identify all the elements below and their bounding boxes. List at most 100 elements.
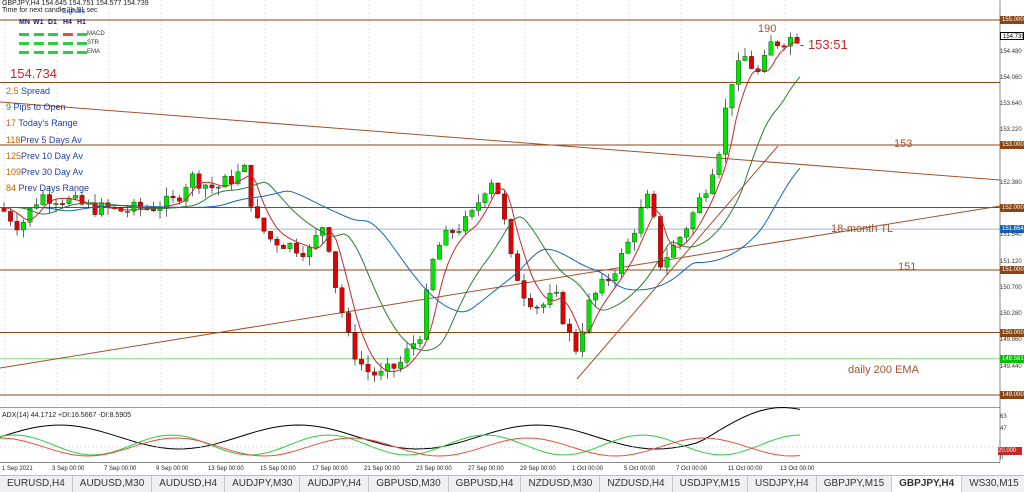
symbol-tab[interactable]: AUDUSD,H4	[152, 476, 226, 492]
symbol-tab[interactable]: AUDJPY,M30	[225, 476, 301, 492]
annotation-190: 190	[758, 23, 777, 35]
candle-body	[515, 253, 520, 281]
candle-body	[450, 230, 455, 233]
adx-level-tag: 20.000	[998, 447, 1022, 455]
candle-body	[632, 232, 637, 243]
moving-averages	[0, 39, 801, 373]
symbol-tab[interactable]: EURUSD,H4	[0, 476, 73, 492]
candle-body	[729, 84, 735, 109]
tf-h4: H4	[63, 19, 72, 26]
time-tick: 15 Sep 00:00	[260, 466, 296, 472]
symbol-tab[interactable]: GBPJPY,M15	[817, 476, 893, 492]
candle-body	[203, 184, 208, 189]
signal-indicator	[33, 42, 44, 45]
candle-body	[424, 289, 429, 340]
symbol-tab[interactable]: USDJPY,M15	[673, 476, 749, 492]
annotation-trendline: 18-month TL	[831, 223, 894, 235]
candle-body	[482, 193, 488, 203]
candle-body	[138, 201, 143, 209]
candle-body	[216, 186, 221, 189]
candle-body	[781, 45, 787, 48]
time-tick: 27 Sep 00:00	[468, 466, 504, 472]
candle-body	[586, 299, 592, 332]
candle-body	[703, 193, 709, 198]
candle-body	[294, 242, 299, 254]
price-tick: 153.220	[1000, 127, 1022, 134]
candle-body	[762, 55, 767, 72]
price-tick: 152.380	[1000, 179, 1022, 186]
candle-body	[53, 203, 59, 205]
candle-body	[417, 339, 423, 344]
candle-body	[710, 174, 715, 194]
symbol-tab[interactable]: GBPJPY,H4	[892, 476, 963, 492]
signal-label-str: STR	[87, 40, 99, 46]
symbol-tab[interactable]: NZDUSD,H4	[600, 476, 673, 492]
candle-body	[300, 252, 306, 257]
candle-body	[404, 348, 410, 363]
symbol-tab[interactable]: WS30,M15	[962, 476, 1024, 492]
candle-body	[456, 230, 462, 233]
tf-w1: W1	[33, 19, 44, 26]
candle-body	[281, 245, 286, 249]
symbol-tab[interactable]: AUDJPY,H4	[300, 476, 370, 492]
price-tick: 150.000	[1000, 328, 1024, 337]
candle-body	[599, 278, 605, 294]
stat-prev-10-day: 125Prev 10 Day Av	[6, 151, 83, 161]
adx-header: ADX(14) 44.1712 +DI:16.5667 -DI:8.5905	[2, 412, 132, 419]
current-price: 154.734	[10, 66, 57, 81]
price-tick: 153.000	[1000, 141, 1024, 149]
candle-body	[508, 219, 514, 254]
candle-body	[398, 361, 403, 369]
price-tick: 150.700	[1000, 284, 1022, 291]
ema-mid-line	[0, 76, 801, 351]
price-tick: 151.000	[1000, 266, 1024, 274]
candle-body	[690, 212, 696, 229]
candle-body	[333, 251, 338, 288]
candle-body	[625, 241, 631, 254]
candle-body	[469, 210, 475, 217]
candle-body	[261, 217, 267, 232]
tf-mn: MN	[19, 19, 30, 26]
candle-body	[378, 370, 384, 376]
signal-label-ema: EMA	[87, 49, 101, 55]
candle-body	[430, 259, 436, 290]
candle-body	[736, 60, 741, 85]
candle-body	[619, 253, 624, 274]
candle-timer-line: Time for next candle 1h 51 sec	[2, 7, 98, 14]
candle-body	[476, 202, 481, 211]
plus-di-line	[0, 434, 801, 456]
candle-body	[645, 193, 650, 209]
candle-body	[723, 107, 728, 155]
candle-body	[287, 242, 293, 249]
candle-body	[560, 292, 566, 325]
candle-body	[716, 154, 722, 175]
stat-prev-5-days: 118Prev 5 Days Av	[6, 135, 82, 145]
candle-body	[157, 208, 163, 211]
candle-body	[307, 247, 312, 257]
price-chart[interactable]	[0, 0, 1024, 407]
price-tick: 152.000	[1000, 203, 1024, 212]
candle-body	[463, 216, 468, 232]
adx-indicator-panel[interactable]	[0, 407, 1024, 462]
tf-h1: H1	[77, 19, 86, 26]
symbol-tab[interactable]: USDJPY,H4	[748, 476, 817, 492]
candle-body	[372, 371, 377, 376]
time-tick: 7 Sep 00:00	[104, 466, 137, 472]
signal-indicator	[33, 33, 44, 36]
candlesticks	[1, 32, 800, 382]
price-tick: 154.480	[1000, 48, 1022, 55]
candle-body	[34, 204, 39, 209]
annotation-151: 151	[898, 261, 917, 273]
signal-indicator	[77, 33, 87, 36]
symbol-tab[interactable]: GBPUSD,M30	[369, 476, 449, 492]
symbol-tab[interactable]: GBPUSD,H4	[449, 476, 522, 492]
signal-indicator	[48, 33, 58, 36]
candle-body	[268, 231, 273, 240]
symbol-tab[interactable]: NZDUSD,M30	[521, 476, 601, 492]
candle-body	[580, 331, 585, 352]
price-tick: 153.640	[1000, 101, 1022, 107]
symbol-tab[interactable]: AUDUSD,M30	[73, 476, 153, 492]
stat-prev-30-day: 109Prev 30 Day Av	[6, 167, 83, 177]
candle-body	[768, 41, 774, 56]
ema-fast-line	[0, 39, 801, 373]
